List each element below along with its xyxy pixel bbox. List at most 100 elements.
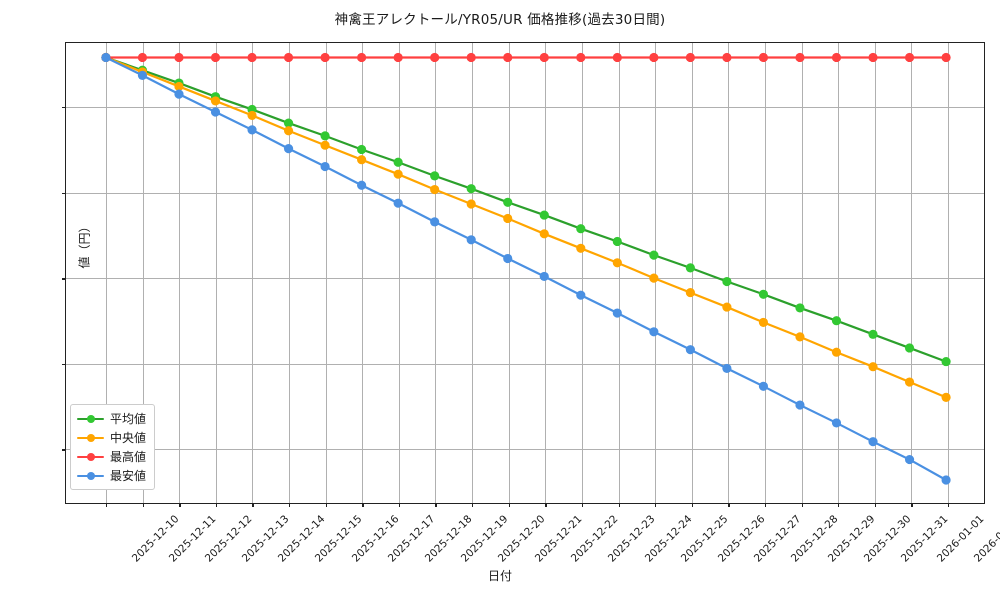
data-point [210,96,221,106]
y-tick-mark [62,363,66,366]
data-point [247,110,257,120]
data-point [868,329,878,339]
data-point [941,475,951,485]
data-point [868,52,878,63]
data-point [539,229,549,239]
data-point [357,144,367,155]
data-point [576,290,586,300]
data-point [503,213,513,224]
data-point [612,308,622,318]
grid-layer: 1002003004005002025-12-102025-12-112025-… [62,43,1000,565]
x-tick-mark [581,503,584,507]
gridline-vertical [179,43,181,503]
data-point [831,316,842,326]
data-point [904,343,915,353]
gridline-vertical [911,43,913,503]
data-point [210,107,221,117]
x-tick-mark [252,503,254,507]
data-point [466,184,476,194]
legend-marker-icon [77,451,104,462]
data-point [722,363,732,373]
legend-item-2[interactable]: 最高値 [77,448,146,465]
data-point [430,184,440,195]
data-point [466,52,476,63]
legend-label: 最高値 [110,449,147,464]
gridline-horizontal [66,192,984,194]
y-axis-label: 値（円） [77,220,92,269]
data-point [685,263,695,273]
data-point [357,52,367,63]
data-point [904,52,915,63]
data-point [612,52,622,63]
gridline-vertical [801,43,803,503]
data-point [283,118,294,128]
data-point [722,276,732,287]
gridline-vertical [655,43,657,503]
x-tick-mark [142,503,144,507]
x-tick-mark [911,503,913,507]
data-point [466,199,476,209]
data-point [576,52,586,63]
data-point [503,253,513,264]
plot-area: 1002003004005002025-12-102025-12-112025-… [62,42,1000,565]
legend-marker-icon [77,470,104,481]
gridline-vertical [435,43,437,503]
data-point [174,81,184,92]
x-tick-mark [691,503,694,507]
x-tick-mark [801,503,803,507]
gridline-horizontal [66,278,984,280]
data-point [430,52,440,63]
x-tick-mark [838,503,840,507]
gridline-horizontal [66,449,984,451]
data-point [612,236,622,247]
legend-label: 最安値 [110,468,147,483]
y-tick-mark [62,449,66,451]
gridline-vertical [764,43,766,503]
data-point [393,198,403,208]
data-point [357,155,367,165]
data-point [868,437,878,447]
x-tick-mark [325,503,327,507]
x-tick-mark [435,503,437,507]
x-tick-mark [362,503,364,507]
gridline-vertical [215,43,217,503]
data-point [320,161,330,172]
legend-marker-icon [77,432,104,443]
data-point [831,52,842,63]
x-tick-mark [874,503,877,507]
x-tick-mark [618,503,620,507]
data-point [137,52,148,63]
legend-item-1[interactable]: 中央値 [77,429,146,446]
legend-item-3[interactable]: 最安値 [77,467,146,484]
data-point [430,171,440,181]
data-point [758,289,769,299]
x-tick-mark [179,503,181,507]
gridline-vertical [252,43,254,503]
gridline-vertical [289,43,291,503]
y-tick-mark [62,278,66,280]
x-axis-label: 日付 [487,569,512,583]
data-point [649,250,659,260]
legend-item-0[interactable]: 平均値 [77,410,146,427]
x-tick-mark [508,503,510,507]
series-3 [101,52,951,485]
gridline-vertical [142,43,144,503]
chart-legend: 平均値中央値最高値最安値 [70,404,156,490]
data-point [320,131,330,141]
data-point [722,52,732,63]
data-point [576,224,586,234]
series-layer [101,52,951,485]
data-point [210,52,221,63]
data-point [503,197,513,207]
gridline-vertical [508,43,510,503]
gridline-horizontal [66,107,984,109]
x-tick-mark [764,503,767,507]
data-point [758,317,769,327]
gridline-vertical [838,43,840,503]
data-point [247,52,257,63]
data-point [539,52,549,63]
x-tick-mark [472,503,474,507]
gridline-vertical [472,43,474,503]
data-point [320,52,330,63]
data-point [758,381,769,391]
